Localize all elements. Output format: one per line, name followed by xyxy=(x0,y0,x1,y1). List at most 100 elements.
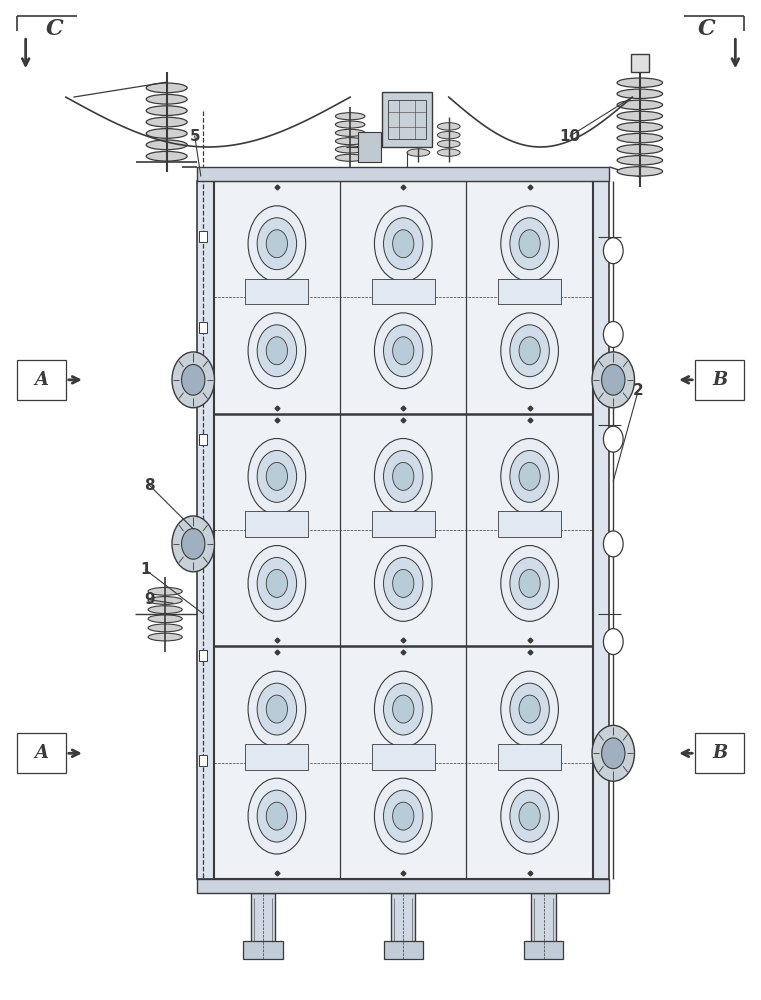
Bar xyxy=(17,360,66,400)
Ellipse shape xyxy=(617,156,663,165)
Text: C: C xyxy=(46,18,63,40)
Circle shape xyxy=(393,802,414,830)
Bar xyxy=(197,167,610,181)
Ellipse shape xyxy=(146,140,187,150)
Circle shape xyxy=(266,802,288,830)
Ellipse shape xyxy=(617,111,663,121)
Bar xyxy=(382,92,431,147)
Circle shape xyxy=(248,439,306,514)
Ellipse shape xyxy=(438,149,460,156)
Circle shape xyxy=(592,725,635,781)
Bar xyxy=(695,733,744,773)
Ellipse shape xyxy=(146,129,187,138)
Circle shape xyxy=(266,337,288,365)
Ellipse shape xyxy=(438,123,460,130)
Ellipse shape xyxy=(146,106,187,115)
Circle shape xyxy=(182,364,205,395)
Bar xyxy=(245,279,308,304)
Circle shape xyxy=(510,450,549,502)
Circle shape xyxy=(519,802,540,830)
Bar xyxy=(498,744,561,770)
Circle shape xyxy=(266,695,288,723)
Bar xyxy=(199,434,207,445)
Bar xyxy=(197,879,610,893)
Ellipse shape xyxy=(336,121,365,128)
Ellipse shape xyxy=(336,146,365,153)
Ellipse shape xyxy=(148,597,182,604)
Text: 2: 2 xyxy=(633,383,644,398)
Bar xyxy=(524,941,563,959)
Circle shape xyxy=(384,683,423,735)
Ellipse shape xyxy=(148,615,182,623)
Ellipse shape xyxy=(148,606,182,613)
Ellipse shape xyxy=(336,129,365,136)
Text: C: C xyxy=(698,18,715,40)
Circle shape xyxy=(266,569,288,597)
Bar xyxy=(695,360,744,400)
Circle shape xyxy=(501,671,559,747)
Text: B: B xyxy=(712,744,728,762)
Circle shape xyxy=(266,230,288,258)
Ellipse shape xyxy=(617,167,663,176)
Circle shape xyxy=(248,778,306,854)
Circle shape xyxy=(384,325,423,377)
Circle shape xyxy=(501,778,559,854)
Circle shape xyxy=(374,778,432,854)
Ellipse shape xyxy=(146,117,187,127)
Circle shape xyxy=(374,546,432,621)
Circle shape xyxy=(519,462,540,490)
Circle shape xyxy=(519,695,540,723)
Circle shape xyxy=(510,683,549,735)
Ellipse shape xyxy=(336,113,365,120)
Ellipse shape xyxy=(438,131,460,139)
Circle shape xyxy=(510,790,549,842)
Circle shape xyxy=(393,695,414,723)
Bar xyxy=(391,893,416,944)
Circle shape xyxy=(519,230,540,258)
Bar xyxy=(384,941,423,959)
Circle shape xyxy=(374,313,432,389)
Bar xyxy=(251,893,275,944)
Ellipse shape xyxy=(617,122,663,132)
Circle shape xyxy=(248,671,306,747)
Circle shape xyxy=(257,558,297,609)
Bar xyxy=(371,744,435,770)
Circle shape xyxy=(603,629,623,655)
Ellipse shape xyxy=(146,151,187,161)
Bar xyxy=(199,545,207,556)
Ellipse shape xyxy=(146,83,187,93)
Circle shape xyxy=(257,218,297,270)
Circle shape xyxy=(248,206,306,282)
Bar xyxy=(199,231,207,242)
Circle shape xyxy=(248,546,306,621)
Circle shape xyxy=(172,352,215,408)
Ellipse shape xyxy=(148,633,182,641)
Bar xyxy=(197,181,214,879)
Bar xyxy=(199,755,207,766)
Circle shape xyxy=(603,238,623,264)
Bar xyxy=(358,132,380,162)
Circle shape xyxy=(510,218,549,270)
Circle shape xyxy=(182,529,205,559)
Circle shape xyxy=(257,325,297,377)
Ellipse shape xyxy=(146,94,187,104)
Circle shape xyxy=(172,516,215,572)
Bar xyxy=(388,100,425,139)
Text: A: A xyxy=(34,371,48,389)
Circle shape xyxy=(384,450,423,502)
Circle shape xyxy=(592,352,635,408)
Text: 1: 1 xyxy=(140,562,151,577)
Circle shape xyxy=(248,313,306,389)
Circle shape xyxy=(266,462,288,490)
Text: 9: 9 xyxy=(144,592,154,607)
Ellipse shape xyxy=(407,123,430,130)
Text: 8: 8 xyxy=(144,478,154,493)
Text: B: B xyxy=(712,371,728,389)
Circle shape xyxy=(602,738,625,769)
Ellipse shape xyxy=(407,149,430,156)
Circle shape xyxy=(393,569,414,597)
Ellipse shape xyxy=(148,624,182,632)
Circle shape xyxy=(501,206,559,282)
Circle shape xyxy=(393,230,414,258)
Circle shape xyxy=(393,337,414,365)
